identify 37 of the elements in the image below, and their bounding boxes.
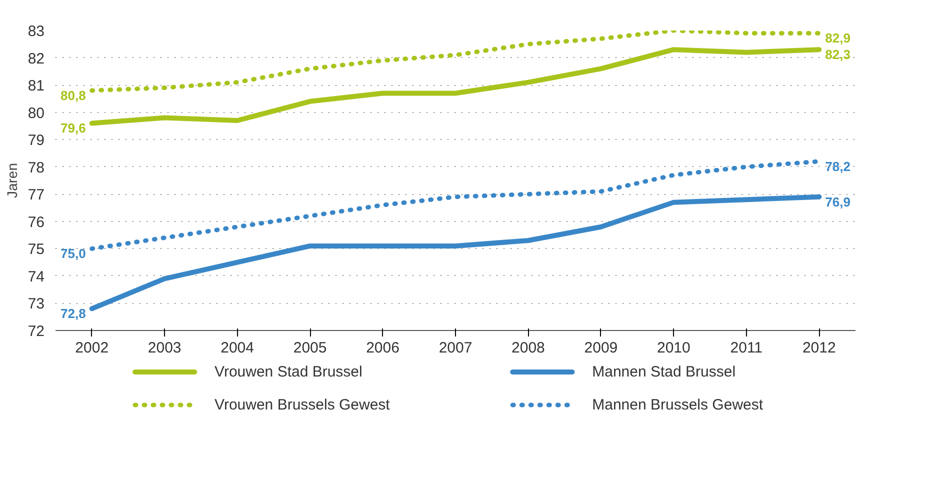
y-axis-title: Jaren xyxy=(4,162,20,198)
y-tick-label: 75 xyxy=(28,241,45,258)
x-tick-label: 2003 xyxy=(148,340,182,356)
legend-label: Vrouwen Stad Brussel xyxy=(214,364,362,380)
y-tick-label: 77 xyxy=(28,186,45,204)
y-tick-label: 80 xyxy=(28,104,45,122)
data-label: 78,2 xyxy=(825,158,850,174)
y-tick-label: 72 xyxy=(28,323,45,340)
x-tick-label: 2010 xyxy=(656,340,690,356)
x-tick-label: 2007 xyxy=(438,340,472,356)
x-tick-label: 2011 xyxy=(730,340,763,356)
y-tick-label: 78 xyxy=(28,159,45,176)
x-tick-label: 2005 xyxy=(293,340,327,356)
legend-label: Mannen Stad Brussel xyxy=(592,364,736,380)
x-tick-label: 2002 xyxy=(75,340,109,356)
x-tick-label: 2008 xyxy=(512,340,545,356)
y-tick-label: 82 xyxy=(28,50,45,68)
data-label: 79,6 xyxy=(60,120,86,136)
data-label: 80,8 xyxy=(60,88,86,103)
y-tick-label: 79 xyxy=(28,132,45,150)
line-series xyxy=(90,30,822,93)
x-tick-label: 2012 xyxy=(802,340,836,356)
data-label: 72,8 xyxy=(60,306,86,322)
y-tick-label: 76 xyxy=(28,214,45,231)
legend-label: Vrouwen Brussels Gewest xyxy=(214,396,391,414)
y-tick-label: 73 xyxy=(28,296,45,313)
data-label: 76,9 xyxy=(825,194,850,210)
x-tick-label: 2006 xyxy=(366,340,400,356)
data-label: 82,9 xyxy=(825,30,850,46)
legend-label: Mannen Brussels Gewest xyxy=(592,396,764,414)
x-tick-label: 2009 xyxy=(584,340,618,356)
y-tick-label: 83 xyxy=(28,23,45,40)
data-label: 75,0 xyxy=(60,246,86,262)
y-tick-label: 74 xyxy=(28,268,45,286)
y-tick-label: 81 xyxy=(28,78,45,95)
data-label: 82,3 xyxy=(825,47,850,62)
x-tick-label: 2004 xyxy=(220,340,254,356)
